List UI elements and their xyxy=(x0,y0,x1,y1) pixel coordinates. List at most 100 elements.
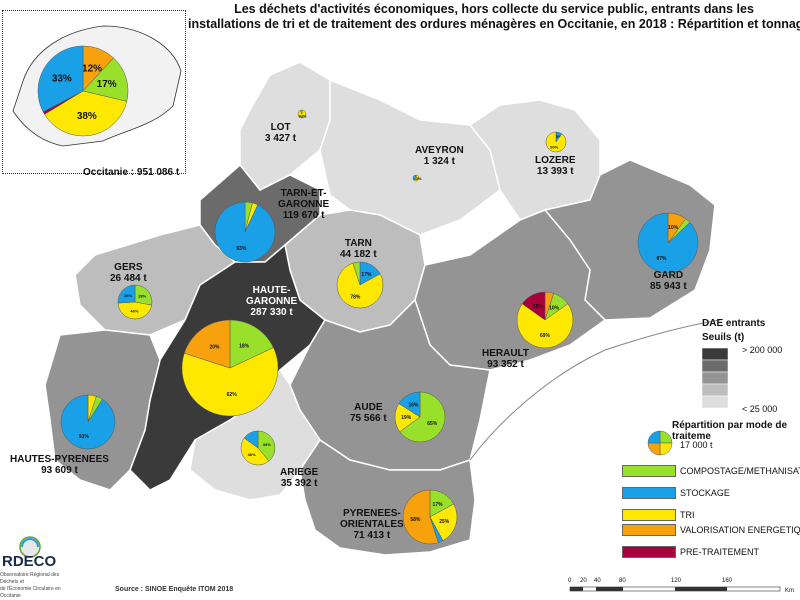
pie-aveyron: 63% xyxy=(412,174,422,182)
pie-haute-garonne-slice-valorisation xyxy=(184,319,231,369)
logo-sub-line-2: de l'Économie Circulaire en Occitanie xyxy=(0,586,61,599)
legend-seuils-title: Seuils (t) xyxy=(702,332,745,343)
dept-label-ariege: ARIEGE 35 392 t xyxy=(280,467,318,489)
pie-gers-slice-stockage xyxy=(117,284,136,304)
pie-lozere-label-stockage: 10% xyxy=(554,134,562,139)
inset-pie-label-stockage: 33% xyxy=(52,74,72,85)
inset-pie-label-tri: 38% xyxy=(77,111,97,122)
pie-tarn-label-stockage: 17% xyxy=(361,272,372,278)
seuil-swatch-2 xyxy=(701,371,729,385)
dept-tonnage: 287 330 t xyxy=(250,307,293,318)
sample-pie-slice-compostage xyxy=(659,430,673,444)
dept-name: HERAULT xyxy=(482,348,530,359)
seuil-swatch-3 xyxy=(701,383,729,397)
seuil-swatch-0 xyxy=(701,347,729,361)
dept-label-aude: AUDE 75 566 t xyxy=(350,402,387,424)
dept-label-lot: LOT 3 427 t xyxy=(265,122,296,144)
dept-name: TARN-ET- xyxy=(280,188,327,199)
pie-haute-garonne-label-tri: 62% xyxy=(227,392,238,398)
dept-name: GERS xyxy=(114,262,143,273)
dept-name: AVEYRON xyxy=(415,145,464,156)
dept-area-aveyron xyxy=(319,78,501,236)
inset-map: 12% 17% 38% 33% xyxy=(12,25,182,147)
pie-gers-slice-tri xyxy=(117,301,152,320)
pie-herault-label-compostage: 10% xyxy=(549,305,560,311)
inset-pie-label-valorisation: 12% xyxy=(82,63,102,74)
dept-label-gers: GERS 26 484 t xyxy=(110,262,147,284)
scale-tick-0: 0 xyxy=(568,578,572,584)
swatch-compostage xyxy=(622,465,676,477)
dept-label-hautes-pyrenees: HAUTES-PYRENEES 93 609 t xyxy=(10,454,109,476)
pie-pyrenees-orientales-label-compostage: 17% xyxy=(433,502,444,508)
sample-pie-slice-stockage xyxy=(647,430,661,444)
swatch-tri xyxy=(622,509,676,521)
dept-name: TARN xyxy=(344,238,372,249)
pie-pyrenees-orientales-slice-tri xyxy=(429,503,458,541)
inset-total-label: Occitanie : 951 086 t xyxy=(83,167,180,178)
pie-hautes-pyrenees-slice-stockage xyxy=(60,394,116,450)
dept-tonnage: 75 566 t xyxy=(350,413,387,424)
pie-haute-garonne-label-valorisation: 20% xyxy=(209,344,220,350)
dept-label-gard: GARD 85 943 t xyxy=(650,270,687,292)
pie-ariege-slice-compostage xyxy=(257,430,276,462)
source-note: Source : SINOE Enquête ITOM 2018 xyxy=(115,586,234,593)
scale-tick-1: 20 xyxy=(580,578,587,584)
pie-lot-label-tri: 93% xyxy=(298,113,306,118)
pie-tarn-label-tri: 78% xyxy=(350,294,361,300)
pie-herault-slice-tri xyxy=(516,303,574,349)
pie-aveyron-label-tri: 63% xyxy=(414,176,422,181)
dept-tonnage: 119 670 t xyxy=(282,210,325,221)
dept-name: LOT xyxy=(270,122,291,133)
pie-tarn-slice-tri xyxy=(336,262,384,309)
pie-ariege-slice-stockage xyxy=(243,430,259,449)
pie-tarn-et-garonne: 93% xyxy=(214,201,276,263)
pie-haute-garonne-label-compostage: 18% xyxy=(239,343,250,349)
title-line-2: installations de tri et de traitement de… xyxy=(188,17,800,31)
dept-name: GARONNE xyxy=(278,199,330,210)
logo-icon xyxy=(19,536,41,558)
pie-aude-slice-stockage xyxy=(398,391,421,418)
scale-tick-2: 40 xyxy=(594,578,601,584)
pie-haute-garonne: 18% 62% 20% xyxy=(181,319,279,417)
pie-gers-slice-compostage xyxy=(134,284,153,306)
swatch-valorisation xyxy=(622,524,676,536)
inset-pie-slice-compostage xyxy=(82,57,129,102)
legend-valorisation-label: VALORISATION ENERGETIQU xyxy=(680,525,800,535)
dept-label-lozere: LOZERE 13 393 t xyxy=(535,155,576,177)
pie-pyrenees-orientales: 17% 25% 58% xyxy=(402,489,458,545)
logo-sub-line-1: Observatoire Régional des Déchets et xyxy=(0,572,60,585)
scale-tick-5: 160 xyxy=(722,578,733,584)
pie-haute-garonne-slice-tri xyxy=(181,347,279,417)
sample-pie-slice-tri xyxy=(659,442,673,456)
inset-pie-slice-stockage xyxy=(37,45,84,113)
pie-gard-label-valorisation: 10% xyxy=(668,225,679,231)
pie-herault-label-tri: 69% xyxy=(540,333,551,339)
dept-tonnage: 93 609 t xyxy=(41,465,78,476)
pie-ariege-label-tri: 46% xyxy=(248,452,256,457)
pie-aude: 65% 19% 16% xyxy=(394,391,446,443)
legend-sample-label: 17 000 t xyxy=(680,440,713,450)
pie-herault-label-pretraitement: 15% xyxy=(533,304,544,310)
pie-lot-slice-compostage xyxy=(299,109,303,115)
pie-pyrenees-orientales-label-tri: 25% xyxy=(439,519,450,525)
logo-subtitle: Observatoire Régional des Déchets et de … xyxy=(0,572,70,600)
pie-lozere: 10% 90% xyxy=(545,131,567,153)
pie-gard-label-stockage: 87% xyxy=(656,256,667,262)
dept-tonnage: 85 943 t xyxy=(650,281,687,292)
dept-tonnage: 26 484 t xyxy=(110,273,147,284)
pie-tarn-slice-compostage xyxy=(352,261,361,286)
seuil-swatch-4 xyxy=(701,395,729,409)
pie-herault-slice-pretraitement xyxy=(521,291,546,321)
dept-tonnage: 35 392 t xyxy=(280,478,318,489)
pie-aude-label-tri: 19% xyxy=(401,415,412,421)
pie-lozere-slice-tri xyxy=(545,131,567,153)
pie-haute-garonne-slice-compostage xyxy=(229,319,274,369)
dept-name: ORIENTALES xyxy=(340,519,404,530)
dept-tonnage: 71 413 t xyxy=(353,530,391,541)
dept-name: GARONNE xyxy=(246,296,298,307)
scale-tick-3: 80 xyxy=(619,578,626,584)
legend-repartition-title: Répartition par mode de traiteme xyxy=(672,420,788,442)
dept-label-herault: HERAULT 93 352 t xyxy=(482,348,529,370)
coastline xyxy=(469,319,721,461)
